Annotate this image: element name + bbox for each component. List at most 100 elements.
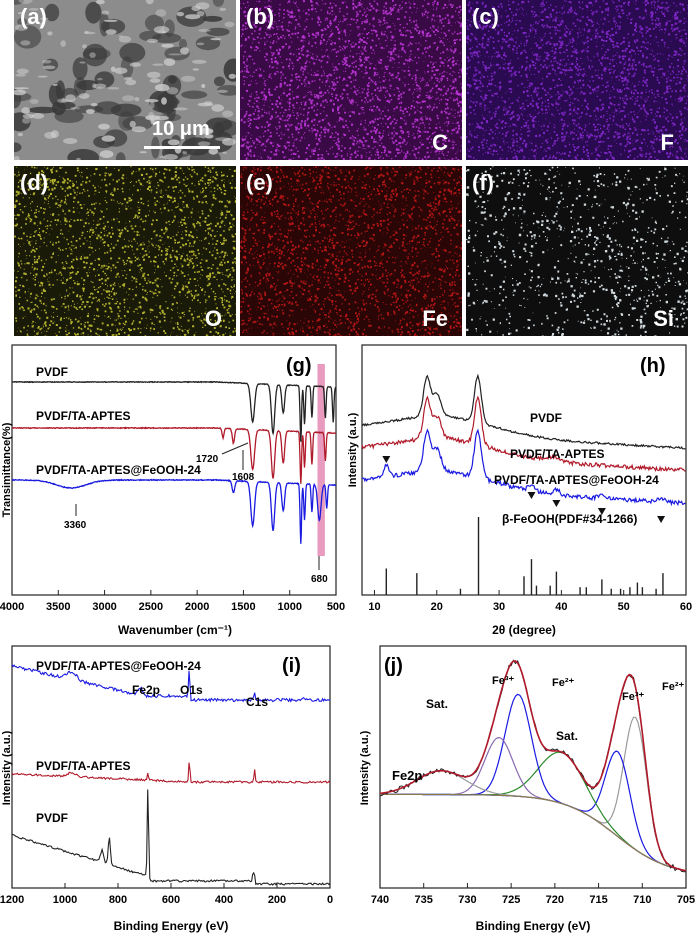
ftir-x-ticks: 4000 3500 3000 2500 2000 1500 1000 500 (0, 590, 345, 613)
xps-fe2p-component-5 (379, 770, 687, 872)
xps-fe2p-envelope (379, 660, 687, 872)
xps-fe2p-x-axis-label: Binding Energy (eV) (476, 919, 591, 933)
ftir-annotation-680: 680 (311, 574, 328, 585)
xps-survey-peak-fe2p: Fe2p (132, 683, 160, 697)
xrd-plot-frame (361, 344, 687, 596)
xrd-legend-feooh: PVDF/TA-APTES@FeOOH-24 (494, 473, 659, 487)
xps-survey-series-pvdf-ta-aptes (11, 762, 331, 785)
ftir-panel-label: (g) (286, 355, 312, 377)
xps-survey-x-ticks: 1200 1000 800 600 400 200 0 (0, 883, 333, 906)
eds-map-fluorine: (c) F (466, 0, 688, 160)
svg-text:730: 730 (458, 894, 476, 906)
xrd-reference-label: β-FeOOH(PDF#34-1266) (502, 512, 637, 526)
element-label-si: Si (653, 306, 674, 331)
svg-text:3500: 3500 (46, 601, 70, 613)
svg-text:50: 50 (618, 601, 630, 613)
xps-fe2p-peak-fe2-2: Fe²⁺ (662, 681, 685, 693)
xps-survey-panel-label: (i) (282, 655, 301, 677)
svg-text:10: 10 (368, 601, 380, 613)
xps-fe2p-peak-fe3-2: Fe³⁺ (622, 691, 645, 703)
panel-label-e: (e) (246, 170, 273, 195)
xps-survey-series-feooh (11, 664, 331, 703)
xrd-x-ticks: 10 20 30 40 50 60 (368, 590, 692, 613)
ftir-plot-frame (11, 344, 337, 596)
svg-text:725: 725 (502, 894, 520, 906)
svg-text:0: 0 (327, 894, 333, 906)
xps-survey-series-pvdf (11, 789, 331, 886)
panel-label-b: (b) (246, 4, 275, 29)
svg-text:60: 60 (680, 601, 692, 613)
eds-map-iron: (e) Fe (240, 166, 462, 336)
svg-text:30: 30 (493, 601, 505, 613)
eds-map-carbon: (b) C (240, 0, 462, 160)
svg-text:500: 500 (327, 601, 345, 613)
spectra-charts: (g) PVDF PVDF/TA-APTES PVDF/TA-APTES@FeO… (0, 344, 695, 933)
ftir-y-axis-label: Transimittance(%) (1, 422, 13, 517)
xrd-series-pvdf-ta-aptes (361, 395, 686, 472)
element-label-fe: Fe (422, 306, 448, 331)
xrd-feooh-markers (382, 456, 666, 523)
svg-text:400: 400 (215, 894, 233, 906)
svg-text:715: 715 (589, 894, 607, 906)
xps-fe2p-peak-sat-2: Sat. (556, 729, 578, 743)
xps-fe2p-y-axis-label: Intensity (a.u.) (359, 730, 371, 805)
scale-bar (144, 146, 220, 149)
xps-survey-peak-o1s: O1s (180, 683, 203, 697)
svg-text:1000: 1000 (53, 894, 77, 906)
xrd-reference-peaks (385, 517, 664, 595)
svg-text:20: 20 (431, 601, 443, 613)
svg-text:600: 600 (162, 894, 180, 906)
panel-label-c: (c) (472, 4, 499, 29)
svg-text:3000: 3000 (92, 601, 116, 613)
ftir-series-pvdf-ta-aptes (11, 426, 337, 484)
element-label-f: F (660, 130, 674, 155)
element-label-o: O (204, 306, 222, 331)
ftir-annotation-1608: 1608 (232, 472, 255, 483)
element-label-c: C (432, 130, 448, 155)
ftir-annotation-3360: 3360 (64, 520, 87, 531)
svg-text:740: 740 (371, 894, 389, 906)
scale-bar-label: 10 μm (152, 118, 210, 140)
ftir-annotation-1720: 1720 (196, 454, 219, 465)
ftir-series-pvdf (11, 380, 337, 442)
svg-text:4000: 4000 (0, 601, 24, 613)
ftir-x-axis-label: Wavenumber (cm⁻¹) (118, 623, 232, 637)
xrd-legend-pvdf: PVDF (530, 411, 562, 425)
xps-survey-x-axis-label: Binding Energy (eV) (114, 919, 229, 933)
panel-label-d: (d) (20, 170, 49, 195)
svg-text:1500: 1500 (231, 601, 255, 613)
svg-text:800: 800 (109, 894, 127, 906)
svg-text:735: 735 (415, 894, 433, 906)
xps-fe2p-baseline (380, 793, 687, 872)
xps-survey-y-axis-label: Intensity (a.u.) (1, 730, 13, 805)
eds-map-oxygen: (d) O (14, 166, 236, 336)
ftir-highlight-band (317, 364, 325, 556)
svg-text:200: 200 (268, 894, 286, 906)
svg-text:710: 710 (633, 894, 651, 906)
svg-text:720: 720 (546, 894, 564, 906)
svg-text:2500: 2500 (139, 601, 163, 613)
xps-fe2p-peak-fe3-1: Fe³⁺ (492, 675, 515, 687)
svg-text:1000: 1000 (277, 601, 301, 613)
xps-survey-legend-pvdf-ta-aptes: PVDF/TA-APTES (36, 759, 130, 773)
ftir-legend-pvdf-ta-aptes: PVDF/TA-APTES (36, 409, 130, 423)
xrd-y-axis-label: Intensity (a.u.) (347, 412, 359, 487)
ftir-arrow-1720 (221, 442, 249, 455)
xps-fe2p-peak-fe2-1: Fe²⁺ (552, 677, 575, 689)
ftir-legend-pvdf: PVDF (36, 365, 68, 379)
xrd-legend-pvdf-ta-aptes: PVDF/TA-APTES (510, 447, 604, 461)
xps-survey-legend-feooh: PVDF/TA-APTES@FeOOH-24 (36, 659, 201, 673)
xrd-panel-label: (h) (640, 355, 666, 377)
xps-fe2p-panel-label: (j) (384, 655, 403, 677)
ftir-legend-feooh: PVDF/TA-APTES@FeOOH-24 (36, 463, 201, 477)
xps-fe2p-inner-label: Fe2p (392, 768, 422, 783)
xps-survey-legend-pvdf: PVDF (36, 811, 68, 825)
svg-text:2000: 2000 (185, 601, 209, 613)
ftir-series-feooh (11, 478, 337, 544)
svg-text:1200: 1200 (0, 894, 24, 906)
xps-survey-peak-c1s: C1s (246, 695, 268, 709)
xrd-series-feooh (361, 428, 686, 507)
xps-fe2p-x-ticks: 740 735 730 725 720 715 710 705 (371, 883, 695, 906)
sem-image-panel: (a) 10 μm (14, 0, 236, 160)
eds-map-silicon: (f) Si (466, 166, 688, 336)
